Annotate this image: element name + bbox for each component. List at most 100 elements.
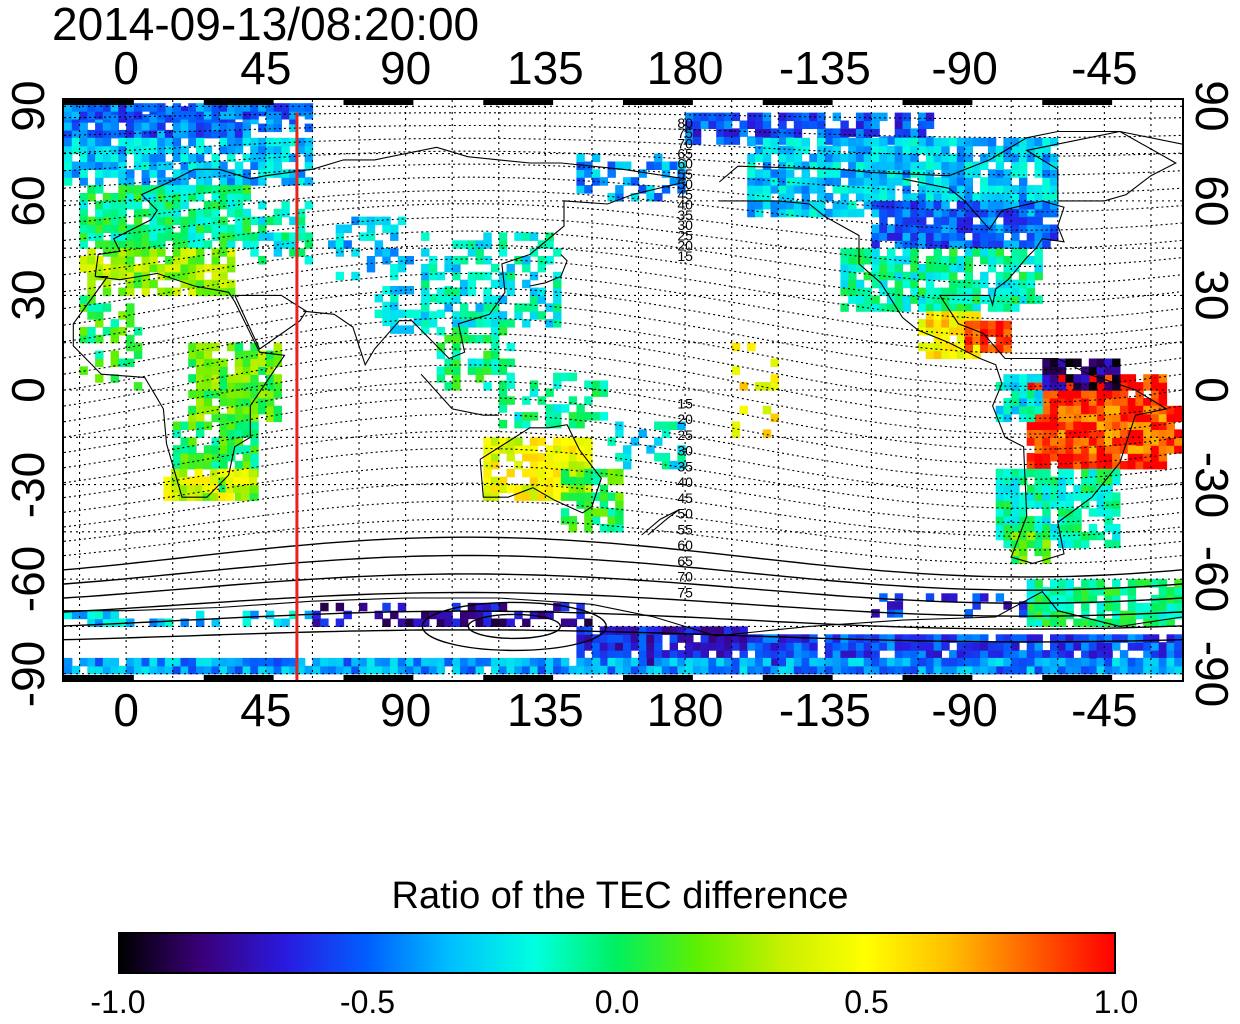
tec-cell: [584, 453, 593, 462]
tec-cell: [514, 437, 523, 446]
tec-cell: [196, 657, 205, 667]
tec-cell: [522, 263, 531, 273]
tec-cell: [972, 224, 981, 233]
tec-cell: [258, 145, 267, 155]
tec-cell: [242, 111, 251, 120]
tec-cell: [591, 380, 601, 389]
tec-cell: [1081, 634, 1090, 643]
tec-cell: [677, 634, 686, 643]
tec-cell: [933, 232, 942, 241]
tec-cell: [1026, 287, 1036, 297]
tec-cell: [638, 634, 647, 643]
tec-cell: [1112, 429, 1121, 438]
tec-cell: [591, 642, 601, 651]
tec-cell: [335, 224, 345, 233]
tec-cell: [902, 137, 911, 147]
tec-cell: [739, 642, 748, 651]
tec-cell: [1011, 547, 1020, 557]
tec-cell: [871, 657, 880, 667]
tec-cell: [1034, 634, 1043, 643]
tec-cell: [281, 103, 290, 112]
tec-cell: [646, 445, 655, 454]
tec-cell: [225, 484, 234, 494]
tec-cell: [1034, 413, 1043, 423]
tec-cell: [685, 665, 694, 675]
tec-cell: [995, 161, 1005, 170]
tec-cell: [848, 287, 857, 297]
tec-cell: [568, 476, 578, 486]
tec-cell: [1096, 397, 1105, 407]
tec-cell: [956, 287, 966, 297]
tec-cell: [1003, 492, 1012, 501]
tec-cell: [102, 263, 112, 273]
tec-cell: [576, 650, 585, 659]
tec-cell: [211, 437, 220, 446]
tec-cell: [421, 319, 430, 328]
tec-cell: [374, 293, 383, 303]
tec-cell: [809, 153, 818, 163]
tec-cell: [1011, 484, 1020, 494]
tec-cell: [444, 610, 453, 620]
tec-cell: [1081, 500, 1090, 509]
tec-cell: [467, 665, 477, 675]
tec-cell: [661, 453, 671, 462]
tec-cell: [1019, 193, 1028, 202]
tec-cell: [157, 122, 166, 131]
tec-cell: [553, 437, 562, 446]
tec-cell: [172, 287, 182, 297]
tec-cell: [1073, 634, 1082, 643]
tec-cell: [219, 137, 228, 147]
tec-cell: [241, 476, 250, 486]
tec-cell: [770, 642, 779, 651]
tec-cell: [762, 112, 772, 122]
tec-cell: [188, 271, 197, 281]
tec-cell: [1057, 366, 1067, 375]
tec-cell: [894, 295, 904, 304]
tec-cell: [933, 334, 942, 344]
tec-cell: [390, 301, 399, 311]
tec-cell: [227, 208, 236, 218]
tec-cell: [1088, 397, 1098, 407]
tec-cell: [250, 445, 259, 454]
tec-cell: [1050, 161, 1059, 170]
tec-cell: [918, 128, 927, 137]
tec-cell: [452, 327, 461, 336]
tec-cell: [824, 161, 834, 170]
tec-cell: [584, 618, 593, 627]
tec-cell: [172, 421, 182, 430]
tec-cell: [227, 657, 236, 667]
tec-cell: [289, 103, 298, 112]
tec-cell: [227, 374, 236, 383]
tec-cell: [576, 404, 585, 413]
tec-cell: [1050, 579, 1059, 588]
tec-cell: [855, 256, 865, 265]
tec-cell: [428, 271, 438, 281]
tec-cell: [879, 112, 888, 122]
tec-cell: [949, 240, 958, 249]
tec-cell: [1104, 421, 1113, 430]
tec-cell: [79, 200, 88, 210]
tec-cell: [832, 642, 841, 651]
tec-cell: [460, 279, 469, 289]
tec-cell: [545, 412, 554, 421]
tec-cell: [778, 169, 787, 178]
tec-cell: [234, 374, 244, 383]
tec-cell: [871, 200, 880, 210]
tec-cell: [840, 200, 849, 210]
tec-cell: [902, 256, 911, 265]
tec-cell: [149, 129, 158, 139]
tec-cell: [467, 271, 477, 281]
tec-cell: [397, 657, 407, 667]
tec-cell: [1073, 445, 1082, 454]
tec-cell: [591, 650, 601, 659]
tec-cell: [661, 665, 671, 675]
tec-cell: [1034, 193, 1043, 202]
tec-cell: [118, 327, 127, 336]
tec-cell: [1174, 594, 1182, 604]
tec-cell: [1088, 453, 1098, 462]
tec-cell: [949, 185, 958, 194]
tec-cell: [1042, 610, 1051, 620]
tec-cell: [1026, 587, 1036, 596]
tec-cell: [1026, 492, 1036, 501]
magnetic-contour: [64, 536, 1182, 578]
